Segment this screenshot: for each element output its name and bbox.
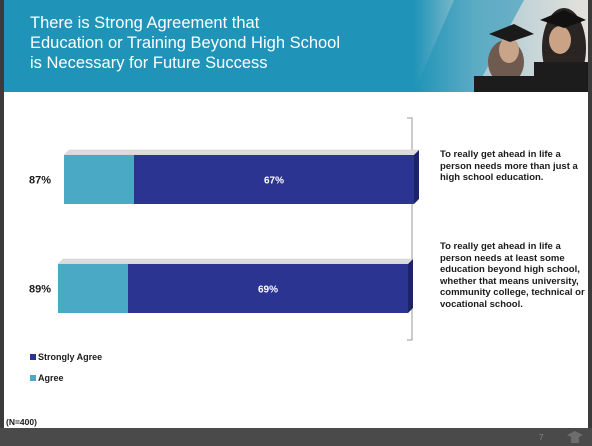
legend-swatch-strongly-agree xyxy=(30,354,36,360)
legend-label-agree: Agree xyxy=(38,373,64,383)
page-number: 7 xyxy=(539,433,544,442)
bar-agree-0 xyxy=(64,155,134,204)
stacked-bar-chart: 67% 87% 69% 89% xyxy=(29,117,420,341)
sample-size-note: (N=400) xyxy=(6,417,37,427)
bar-top-face-0 xyxy=(63,149,420,156)
slide-footer: 7 xyxy=(0,428,592,446)
slide-header: There is Strong Agreement that Education… xyxy=(4,0,588,92)
bar-side-face-1 xyxy=(408,259,413,313)
legend-item-agree: Agree xyxy=(30,372,102,384)
bracket-line xyxy=(407,117,413,341)
bar-strongly-agree-0 xyxy=(134,155,414,204)
category-label-1: To really get ahead in life a person nee… xyxy=(440,241,585,310)
graduation-cap-icon xyxy=(567,431,583,443)
chart-legend: Strongly Agree Agree xyxy=(30,351,102,393)
data-label-strongly-agree-1: 69% xyxy=(258,285,278,296)
bar-side-face-0 xyxy=(414,150,419,204)
slide-frame-left xyxy=(0,0,4,446)
graduates-photo xyxy=(414,0,588,92)
total-label-0: 87% xyxy=(29,175,51,187)
data-label-strongly-agree-0: 67% xyxy=(264,176,284,187)
bar-top-face-1 xyxy=(57,258,414,265)
bar-agree-1 xyxy=(58,264,128,313)
legend-swatch-agree xyxy=(30,375,36,381)
total-label-1: 89% xyxy=(29,284,51,296)
category-label-0: To really get ahead in life a person nee… xyxy=(440,149,578,183)
bar-strongly-agree-1 xyxy=(128,264,408,313)
slide-title: There is Strong Agreement that Education… xyxy=(30,14,341,72)
legend-item-strongly-agree: Strongly Agree xyxy=(30,351,102,363)
legend-label-strongly-agree: Strongly Agree xyxy=(38,352,103,362)
slide-frame-right xyxy=(588,0,592,446)
